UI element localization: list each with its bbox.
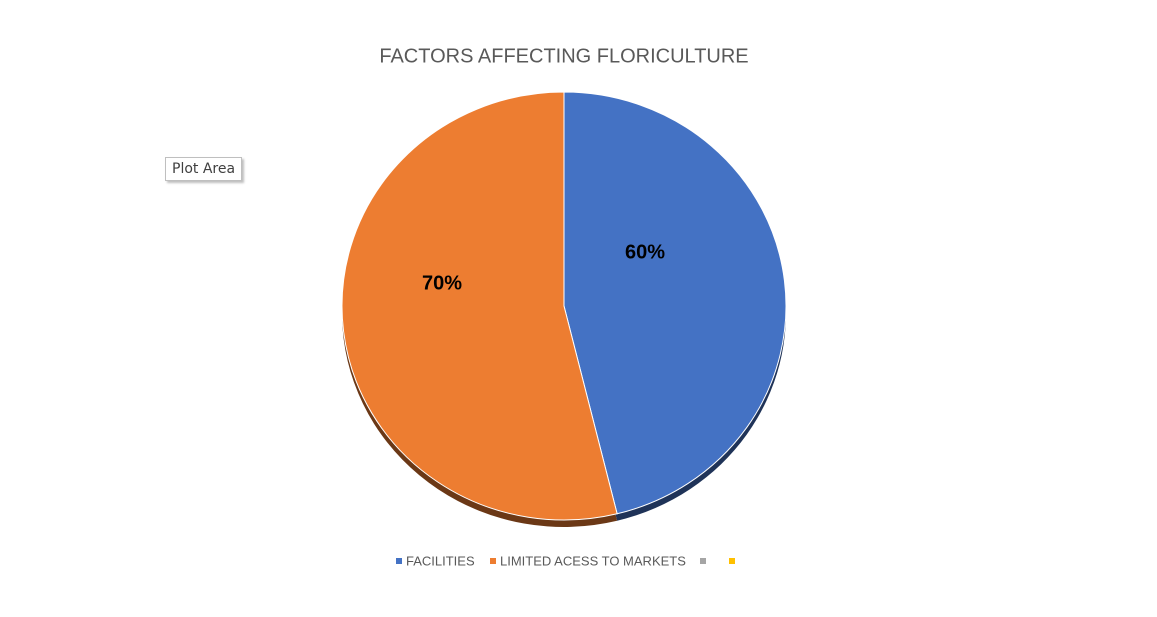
data-label: 60%: [625, 241, 665, 263]
tooltip: Plot Area: [165, 157, 243, 181]
legend-marker: [700, 558, 706, 564]
slice: [341, 91, 618, 521]
legend-label: FACILITIES: [406, 553, 475, 568]
legend-marker: [396, 558, 402, 564]
chart-title: FACTORS AFFECTING FLORICULTURE: [379, 45, 748, 67]
legend-label: LIMITED ACESS TO MARKETS: [500, 553, 686, 568]
data-label: 70%: [422, 272, 462, 294]
legend-marker: [729, 558, 735, 564]
legend-marker: [490, 558, 496, 564]
slice: [563, 91, 787, 515]
